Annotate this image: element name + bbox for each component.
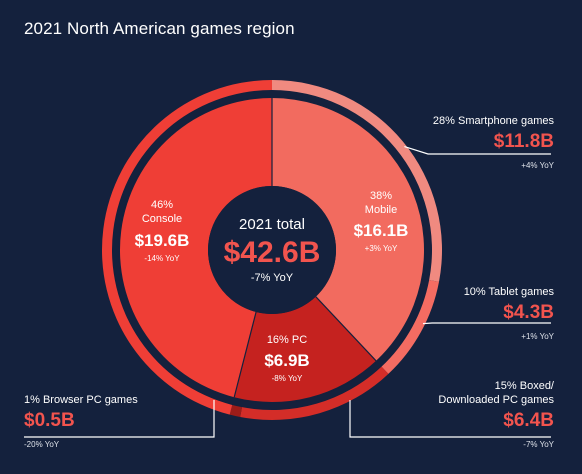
mobile-name: Mobile: [365, 204, 397, 216]
leader-tablet: [422, 322, 551, 325]
inner-divider: [233, 311, 257, 398]
chart-title: 2021 North American games region: [24, 19, 295, 38]
outer-slice-boxed-downloaded-pc-games: [240, 366, 389, 420]
pc-value: $6.9B: [264, 351, 309, 370]
console-percent: 46%: [151, 199, 173, 211]
tablet-label: 10% Tablet games: [463, 286, 554, 298]
inner-slice-pc: [234, 296, 377, 402]
mobile-yoy: +3% YoY: [365, 244, 398, 253]
boxed-pc-yoy: -7% YoY: [523, 440, 554, 449]
inner-slice-mobile: [272, 98, 424, 361]
boxed-pc-label-line2: Downloaded PC games: [438, 394, 554, 406]
mobile-value: $16.1B: [354, 221, 409, 240]
browser-pc-yoy: -20% YoY: [24, 440, 60, 449]
pc-yoy: -8% YoY: [272, 374, 303, 383]
annotation-tablet: 10% Tablet games $4.3B +1% YoY: [464, 285, 554, 344]
ring-separator: [112, 90, 432, 410]
center-hole: [208, 186, 336, 314]
mobile-percent: 38%: [370, 190, 392, 202]
smartphone-yoy: +4% YoY: [521, 161, 554, 170]
outer-slice-tablet-games: [381, 279, 439, 374]
annotation-boxed-pc: 15% Boxed/ Downloaded PC games $6.4B -7%…: [438, 379, 554, 452]
browser-pc-value: $0.5B: [24, 410, 75, 431]
annotation-browser-pc: 1% Browser PC games $0.5B -20% YoY: [24, 393, 138, 452]
annotation-smartphone: 28% Smartphone games $11.8B +4% YoY: [433, 114, 554, 173]
browser-pc-label: 1% Browser PC games: [24, 394, 138, 406]
console-yoy: -14% YoY: [144, 254, 180, 263]
smartphone-value: $11.8B: [493, 131, 554, 152]
console-value: $19.6B: [135, 231, 190, 250]
leader-boxed-pc: [349, 400, 551, 438]
boxed-pc-label-line1: 15% Boxed/: [494, 380, 554, 392]
boxed-pc-value: $6.4B: [503, 410, 554, 431]
center-total-yoy: -7% YoY: [251, 272, 294, 284]
pc-percent: 16% PC: [267, 334, 307, 346]
tablet-yoy: +1% YoY: [521, 332, 554, 341]
console-name: Console: [142, 213, 182, 225]
smartphone-label: 28% Smartphone games: [432, 115, 554, 127]
inner-slice-console: [119, 98, 272, 398]
leader-browser-pc: [24, 400, 215, 438]
tablet-value: $4.3B: [503, 302, 554, 323]
outer-slice-browser-pc-games: [229, 404, 243, 417]
leader-smartphone: [404, 145, 551, 155]
center-total-value: $42.6B: [224, 236, 321, 269]
center-total-label: 2021 total: [239, 216, 305, 233]
inner-divider: [315, 296, 377, 362]
